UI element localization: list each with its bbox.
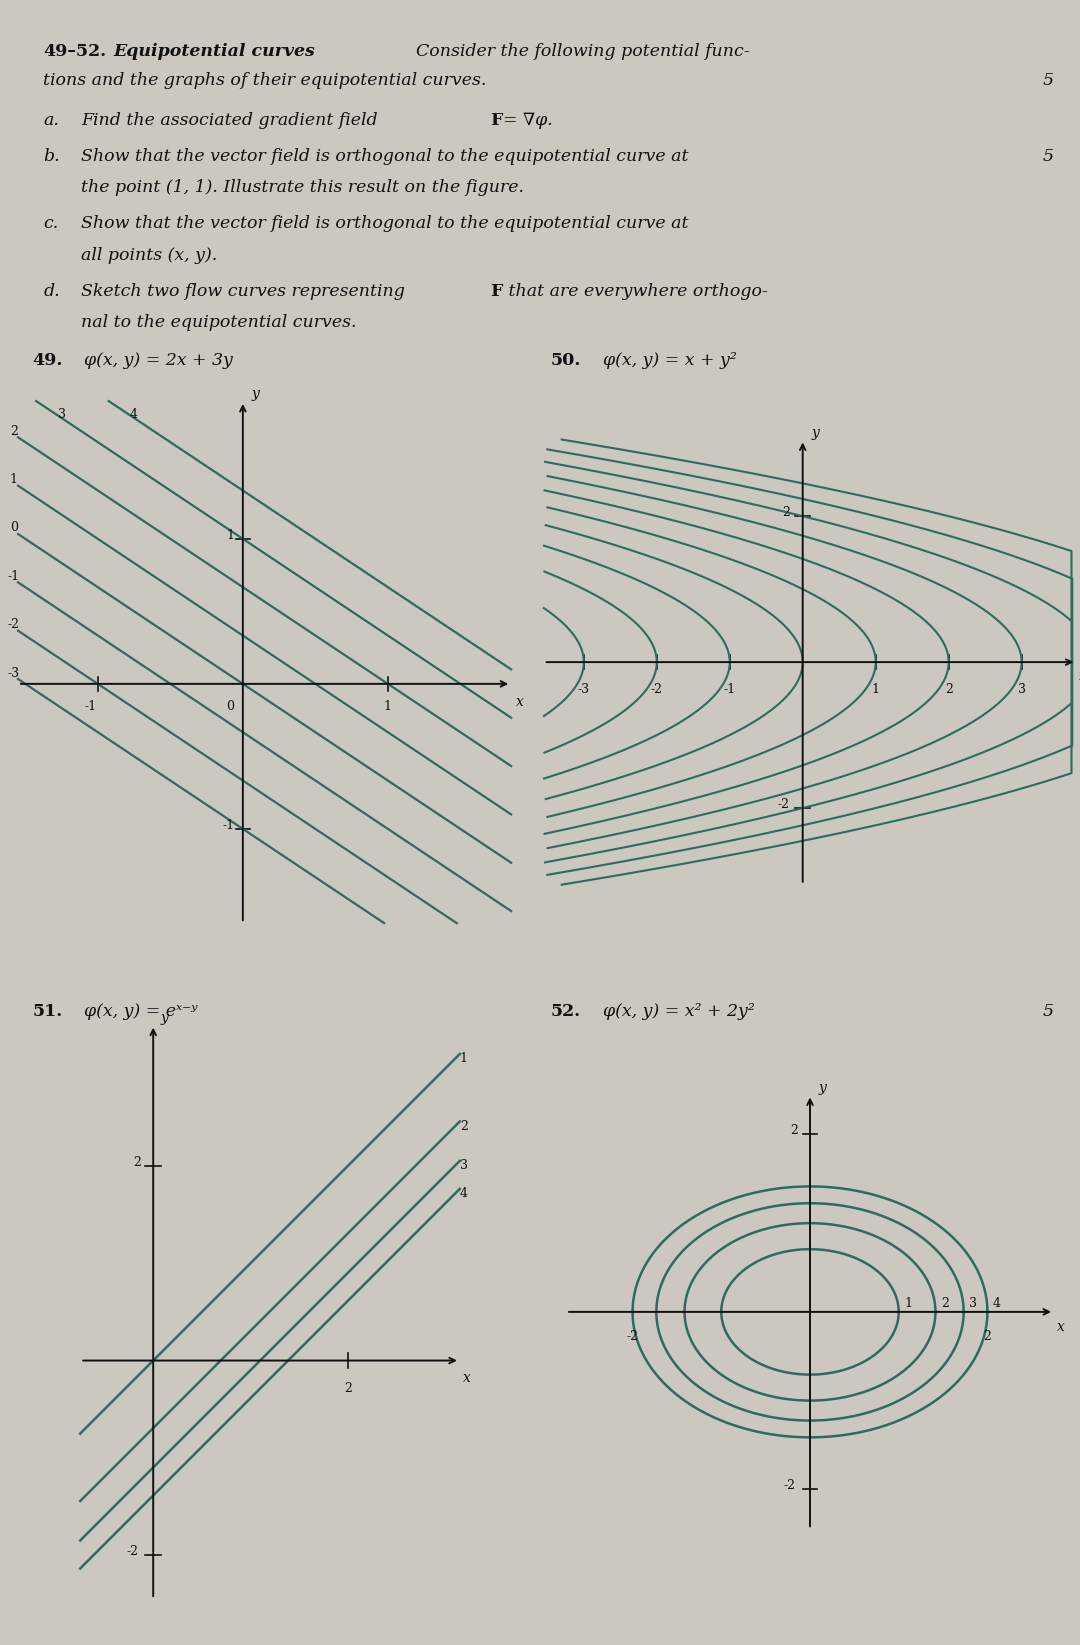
- Text: 0: 0: [226, 701, 234, 712]
- Text: a.: a.: [43, 112, 59, 128]
- Text: b.: b.: [43, 148, 59, 164]
- Text: 2: 2: [984, 1331, 991, 1344]
- Text: Sketch two flow curves representing: Sketch two flow curves representing: [81, 283, 410, 299]
- Text: F: F: [490, 112, 502, 128]
- Text: x: x: [515, 694, 524, 709]
- Text: φ(x, y) = eˣ⁻ʸ: φ(x, y) = eˣ⁻ʸ: [84, 1003, 198, 1020]
- Text: -3: -3: [578, 683, 590, 696]
- Text: 50.: 50.: [551, 352, 581, 368]
- Text: φ(x, y) = x² + 2y²: φ(x, y) = x² + 2y²: [603, 1003, 755, 1020]
- Text: -2: -2: [784, 1479, 796, 1492]
- Text: y: y: [811, 426, 820, 441]
- Text: -1: -1: [222, 819, 234, 832]
- Text: 1: 1: [226, 528, 234, 541]
- Text: 51.: 51.: [32, 1003, 63, 1020]
- Text: 3: 3: [969, 1296, 977, 1309]
- Text: -2: -2: [778, 798, 789, 811]
- Text: 1: 1: [904, 1296, 912, 1309]
- Text: 5: 5: [1042, 1003, 1053, 1020]
- Text: 2: 2: [789, 1125, 797, 1137]
- Text: -2: -2: [8, 619, 19, 632]
- Text: Show that the vector field is orthogonal to the equipotential curve at: Show that the vector field is orthogonal…: [81, 148, 689, 164]
- Text: 52.: 52.: [551, 1003, 581, 1020]
- Text: -2: -2: [651, 683, 663, 696]
- Text: x: x: [1079, 670, 1080, 683]
- Text: 4: 4: [460, 1188, 468, 1201]
- Text: x: x: [1056, 1321, 1065, 1334]
- Text: 49–52.: 49–52.: [43, 43, 106, 59]
- Text: y: y: [252, 387, 259, 401]
- Text: 2: 2: [134, 1156, 141, 1170]
- Text: 4: 4: [130, 408, 138, 421]
- Text: 1: 1: [10, 474, 17, 487]
- Text: 2: 2: [343, 1382, 352, 1395]
- Text: 3: 3: [1017, 683, 1026, 696]
- Text: 3: 3: [460, 1160, 468, 1173]
- Text: x: x: [462, 1370, 471, 1385]
- Text: y: y: [161, 1010, 168, 1025]
- Text: Consider the following potential func-: Consider the following potential func-: [416, 43, 750, 59]
- Text: 5: 5: [1042, 72, 1053, 89]
- Text: nal to the equipotential curves.: nal to the equipotential curves.: [81, 314, 356, 331]
- Text: = ∇φ.: = ∇φ.: [503, 112, 553, 128]
- Text: that are everywhere orthogo-: that are everywhere orthogo-: [503, 283, 768, 299]
- Text: -2: -2: [626, 1331, 638, 1344]
- Text: the point (1, 1). Illustrate this result on the figure.: the point (1, 1). Illustrate this result…: [81, 179, 524, 196]
- Text: d.: d.: [43, 283, 59, 299]
- Text: Show that the vector field is orthogonal to the equipotential curve at: Show that the vector field is orthogonal…: [81, 215, 689, 232]
- Text: Find the associated gradient field: Find the associated gradient field: [81, 112, 383, 128]
- Text: 2: 2: [10, 424, 17, 438]
- Text: 2: 2: [782, 507, 789, 520]
- Text: all points (x, y).: all points (x, y).: [81, 247, 217, 263]
- Text: 1: 1: [872, 683, 880, 696]
- Text: -1: -1: [8, 569, 19, 582]
- Text: y: y: [819, 1081, 827, 1096]
- Text: φ(x, y) = 2x + 3y: φ(x, y) = 2x + 3y: [84, 352, 233, 368]
- Text: 49.: 49.: [32, 352, 63, 368]
- Text: 1: 1: [460, 1053, 468, 1066]
- Text: -3: -3: [8, 666, 19, 679]
- Text: 0: 0: [10, 521, 17, 535]
- Text: 5: 5: [1042, 148, 1053, 164]
- Text: 2: 2: [945, 683, 953, 696]
- Text: 3: 3: [57, 408, 66, 421]
- Text: c.: c.: [43, 215, 58, 232]
- Text: -1: -1: [84, 701, 96, 712]
- Text: Equipotential curves: Equipotential curves: [113, 43, 315, 59]
- Text: 2: 2: [460, 1120, 468, 1133]
- Text: tions and the graphs of their equipotential curves.: tions and the graphs of their equipotent…: [43, 72, 487, 89]
- Text: F: F: [490, 283, 502, 299]
- Text: φ(x, y) = x + y²: φ(x, y) = x + y²: [603, 352, 737, 368]
- Text: 1: 1: [383, 701, 392, 712]
- Text: -2: -2: [126, 1545, 138, 1558]
- Text: 2: 2: [941, 1296, 948, 1309]
- Text: -1: -1: [724, 683, 735, 696]
- Text: 4: 4: [993, 1296, 1001, 1309]
